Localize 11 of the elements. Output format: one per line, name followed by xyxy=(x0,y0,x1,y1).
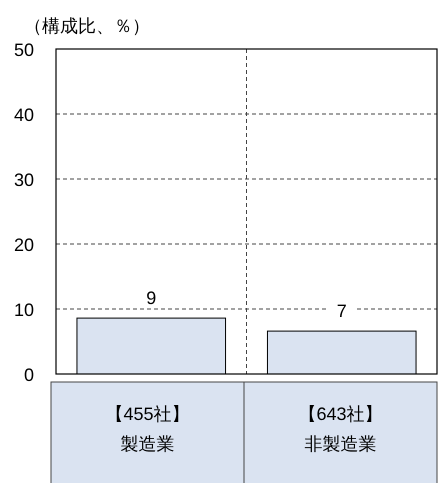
x-tick-label: 【455社】製造業 xyxy=(104,403,191,456)
y-tick-label: 20 xyxy=(14,235,34,255)
data-label: 7 xyxy=(336,301,347,322)
y-tick-label: 0 xyxy=(24,365,34,385)
y-tick-label: 40 xyxy=(14,105,34,125)
x-tick-label: 【643社】非製造業 xyxy=(297,403,384,456)
y-tick-label: 10 xyxy=(14,300,34,320)
y-tick-label: 30 xyxy=(14,170,34,190)
data-label: 9 xyxy=(146,288,156,308)
y-tick-label: 50 xyxy=(14,40,34,60)
y-axis-title: （構成比、％） xyxy=(24,16,150,36)
